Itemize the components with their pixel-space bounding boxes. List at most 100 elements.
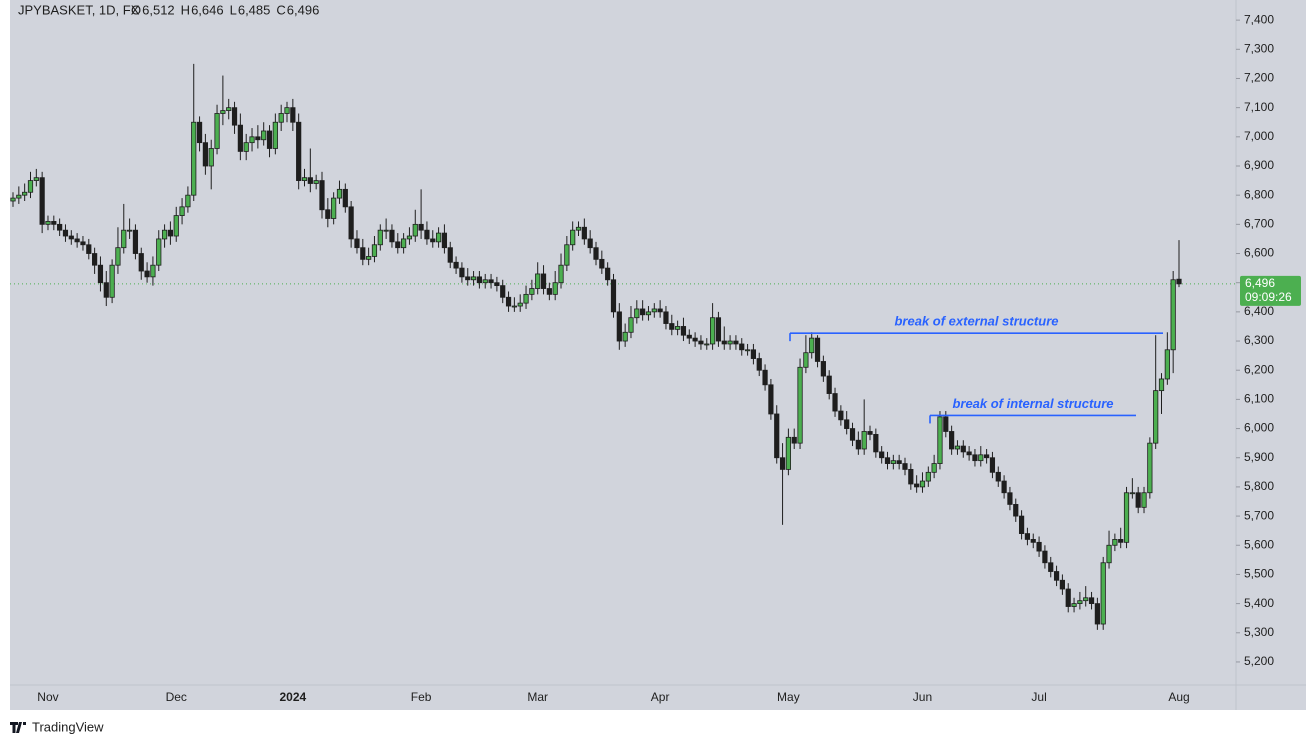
candle-body [511, 305, 517, 308]
candle-body [721, 340, 727, 345]
x-tick-label: Jun [913, 690, 932, 704]
candle-body [220, 110, 226, 114]
candle-body [552, 282, 558, 295]
candle-body [278, 113, 284, 123]
candle-body [587, 238, 593, 249]
x-tick-label: Feb [411, 690, 432, 704]
candle-body [634, 308, 640, 319]
candle-body [132, 229, 139, 254]
candle-body [441, 232, 448, 249]
candle-body [173, 215, 179, 237]
y-tick-label: 5,300 [1244, 625, 1274, 639]
candle-body [371, 244, 378, 257]
candle-body [523, 293, 529, 304]
candle-body [546, 288, 552, 295]
candle-body [675, 326, 681, 330]
candle-body [401, 238, 407, 249]
candle-body [1147, 442, 1153, 494]
candle-body [966, 451, 972, 456]
candle-body [231, 107, 238, 126]
symbol: JPYBASKET, 1D, FX [18, 2, 140, 17]
candle-body [838, 410, 844, 421]
candle-body [1135, 492, 1141, 508]
candle-body [453, 261, 459, 269]
candle-body [196, 121, 203, 144]
candle-body [1129, 492, 1135, 495]
y-tick-label: 6,300 [1244, 333, 1274, 347]
candle-body [570, 229, 576, 246]
candle-body [855, 439, 861, 450]
candle-body [325, 209, 331, 219]
candle-body [937, 416, 943, 464]
candle-body [284, 107, 290, 114]
candle-body [978, 454, 984, 462]
candle-body [739, 343, 745, 351]
candle-body [1071, 603, 1077, 607]
candle-body [161, 229, 168, 240]
candle-body [581, 226, 587, 240]
candle-body [943, 416, 949, 432]
candle-body [657, 308, 663, 313]
candle-body [984, 454, 990, 459]
candle-body [86, 244, 92, 254]
candle-body [844, 419, 850, 429]
candle-body [814, 337, 821, 362]
candle-body [820, 361, 826, 377]
candle-body [558, 264, 564, 284]
candle-body [785, 436, 791, 470]
ohlc-key: L [230, 2, 237, 17]
candle-body [488, 279, 494, 284]
candle-body [272, 121, 278, 149]
candle-body [179, 206, 185, 216]
candle-body [1024, 533, 1031, 540]
candle-body [715, 317, 722, 342]
candle-body [412, 223, 418, 237]
y-tick-label: 6,800 [1244, 187, 1274, 201]
ohlc-legend: O 6,512 H 6,646 L 6,485 C 6,496 [131, 2, 319, 17]
candle-body [605, 267, 611, 281]
candle-body [1100, 562, 1106, 625]
candle-body [10, 197, 16, 202]
candle-body [762, 369, 768, 386]
x-tick-label: Mar [527, 690, 548, 704]
candle-body [435, 232, 442, 243]
candle-body [873, 433, 879, 453]
candle-body [896, 460, 902, 464]
candle-body [1030, 539, 1036, 543]
candle-body [1158, 378, 1165, 392]
x-tick-label: Aug [1168, 690, 1189, 704]
ohlc-value: 6,512 [142, 2, 175, 17]
candle-body [377, 229, 383, 246]
candle-body [1106, 544, 1112, 564]
candle-body [1083, 597, 1089, 602]
candle-body [1170, 279, 1176, 351]
candle-body [640, 308, 646, 316]
candle-body [27, 180, 34, 193]
candle-body [156, 238, 162, 266]
candle-body [931, 463, 937, 473]
candle-body [16, 194, 22, 199]
candle-body [914, 483, 920, 488]
y-tick-label: 6,100 [1244, 392, 1274, 406]
candle-body [1088, 597, 1095, 605]
candle-body [1053, 571, 1060, 581]
candle-body [849, 428, 856, 441]
candle-body [115, 247, 121, 266]
candle-body [39, 177, 45, 225]
candle-body [127, 229, 133, 232]
candle-body [319, 180, 325, 211]
candle-body [599, 258, 605, 269]
candle-body [995, 471, 1001, 482]
candle-body [1094, 603, 1100, 625]
candle-body [908, 469, 914, 485]
x-tick-label: Dec [166, 690, 187, 704]
candle-body [791, 436, 797, 444]
candle-body [406, 235, 413, 240]
countdown: 09:09:26 [1245, 290, 1292, 304]
candle-body [1065, 588, 1071, 607]
candle-body [879, 451, 885, 459]
candle-body [1141, 492, 1147, 508]
ohlc-value: 6,496 [287, 2, 320, 17]
candle-body [470, 276, 477, 281]
